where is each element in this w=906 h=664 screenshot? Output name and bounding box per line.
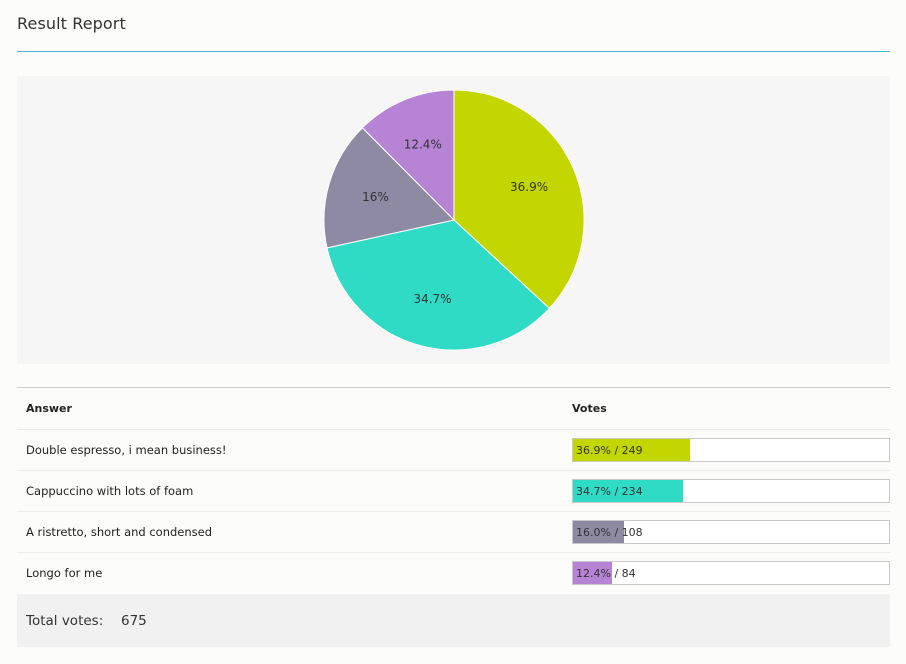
vote-count-label: 34.7% / 234	[576, 485, 643, 498]
pie-slice-label-cappuccino: 34.7%	[413, 292, 451, 306]
vote-count-label: 12.4% / 84	[576, 567, 636, 580]
page-title: Result Report	[17, 14, 126, 33]
total-votes-label: Total votes:	[26, 613, 104, 629]
pie-chart-panel: 36.9% 34.7% 16% 12.4%	[17, 76, 890, 364]
table-row: Cappuccino with lots of foam 34.7% / 234	[17, 470, 890, 511]
pie-slice-longo	[361, 89, 455, 222]
title-divider	[17, 51, 890, 52]
vote-bar: 16.0% / 108	[572, 520, 890, 544]
answer-label: A ristretto, short and condensed	[26, 525, 213, 539]
answer-label: Cappuccino with lots of foam	[26, 484, 194, 498]
vote-bar-fill	[573, 562, 613, 584]
pie-slice-cappuccino	[326, 219, 551, 351]
pie-slice-label-longo: 12.4%	[404, 137, 442, 151]
vote-bar-fill	[573, 521, 624, 543]
table-row: Longo for me 12.4% / 84	[17, 552, 890, 593]
vote-count-label: 36.9% / 249	[576, 444, 643, 457]
results-table: Answer Votes Double espresso, i mean bus…	[17, 388, 890, 593]
votes-column-header: Votes	[572, 402, 607, 415]
pie-slice-ristretto	[323, 127, 455, 249]
vote-count-label: 16.0% / 108	[576, 526, 643, 539]
table-row: Double espresso, i mean business! 36.9% …	[17, 429, 890, 470]
table-top-divider	[17, 387, 890, 388]
pie-slice-label-ristretto: 16%	[362, 190, 389, 204]
vote-bar: 34.7% / 234	[572, 479, 890, 503]
answer-label: Double espresso, i mean business!	[26, 443, 227, 457]
vote-bar-fill	[573, 480, 683, 502]
total-votes-value: 675	[121, 613, 147, 629]
table-header-row: Answer Votes	[17, 388, 890, 429]
answer-column-header: Answer	[26, 402, 72, 415]
vote-bar: 36.9% / 249	[572, 438, 890, 462]
pie-slice-double-espresso	[453, 89, 585, 310]
vote-bar: 12.4% / 84	[572, 561, 890, 585]
pie-chart: 36.9% 34.7% 16% 12.4%	[323, 89, 585, 351]
vote-bar-fill	[573, 439, 690, 461]
total-votes-panel: Total votes: 675	[17, 594, 890, 647]
pie-slice-label-double-espresso: 36.9%	[510, 180, 548, 194]
answer-label: Longo for me	[26, 566, 103, 580]
table-row: A ristretto, short and condensed 16.0% /…	[17, 511, 890, 552]
